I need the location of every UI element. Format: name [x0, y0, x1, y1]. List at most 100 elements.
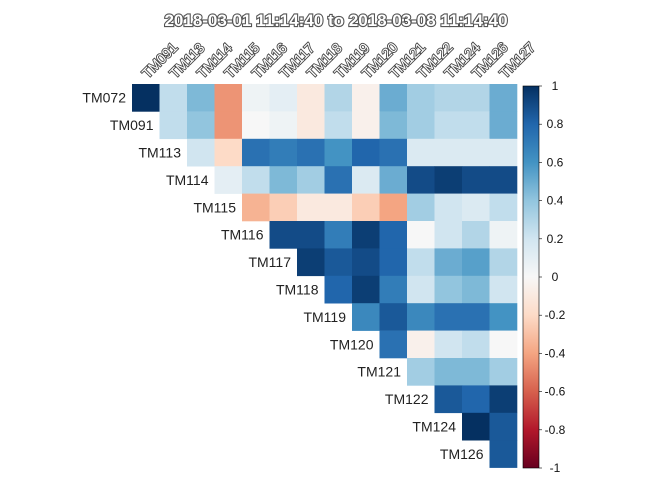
heatmap-cell — [214, 138, 243, 167]
heatmap-cell — [434, 330, 463, 359]
heatmap-cell — [297, 193, 325, 222]
row-label: TM119 — [303, 309, 346, 325]
heatmap-cell — [462, 330, 490, 359]
heatmap-cell — [462, 221, 490, 249]
heatmap-cell — [379, 248, 408, 277]
heatmap-cell — [462, 138, 490, 167]
heatmap-cell — [242, 193, 270, 222]
heatmap-cell — [297, 111, 325, 140]
row-label: TM072 — [82, 90, 126, 106]
heatmap-cell — [434, 111, 463, 140]
heatmap-cell — [379, 275, 408, 304]
color-legend-tick-label: -0.4 — [545, 346, 566, 360]
row-label: TM114 — [166, 172, 209, 188]
heatmap-cell — [352, 111, 380, 140]
heatmap-cell — [379, 221, 408, 249]
heatmap-cell — [297, 221, 325, 249]
row-label: TM115 — [193, 199, 236, 215]
heatmap-cell — [462, 385, 490, 414]
heatmap-cell — [462, 412, 490, 441]
heatmap-cell — [434, 303, 463, 331]
heatmap-cell — [489, 358, 518, 386]
heatmap-cell — [352, 221, 380, 249]
color-legend-tick-label: 0.8 — [547, 117, 564, 131]
heatmap-cell — [407, 221, 435, 249]
chart-title: 2018-03-01 11:14:40 to 2018-03-08 11:14:… — [164, 11, 507, 30]
row-label: TM118 — [276, 282, 319, 298]
heatmap-cell — [214, 111, 243, 140]
color-legend-tick-label: 0.2 — [547, 232, 564, 246]
color-legend-tick-label: 0.4 — [547, 194, 564, 208]
heatmap-cell — [462, 248, 490, 277]
heatmap-cell — [269, 111, 298, 140]
heatmap-cell — [379, 84, 408, 112]
heatmap-cell — [297, 248, 325, 277]
heatmap-cell — [489, 84, 518, 112]
heatmap-cells — [132, 84, 518, 468]
heatmap-cell — [269, 138, 298, 167]
color-legend-tick-label: 0 — [552, 270, 559, 284]
heatmap-cell — [214, 166, 243, 194]
heatmap-cell — [407, 303, 435, 331]
heatmap-cell — [407, 84, 435, 112]
heatmap-cell — [352, 193, 380, 222]
heatmap-cell — [242, 84, 270, 112]
heatmap-cell — [434, 358, 463, 386]
heatmap-cell — [269, 84, 298, 112]
heatmap-cell — [352, 138, 380, 167]
heatmap-cell — [297, 166, 325, 194]
heatmap-cell — [462, 111, 490, 140]
heatmap-cell — [434, 138, 463, 167]
heatmap-cell — [407, 358, 435, 386]
color-legend-ticks: 1 0.8 0.6 0.4 0.2 0 -0.2 -0.4 -0.6 -0.8 -1 — [539, 79, 566, 475]
heatmap-cell — [379, 330, 408, 359]
heatmap-cell — [489, 138, 518, 167]
heatmap-cell — [269, 166, 298, 194]
heatmap-cell — [187, 84, 215, 112]
row-label: TM121 — [357, 364, 401, 380]
heatmap-cell — [269, 221, 298, 249]
heatmap-cell — [489, 275, 518, 304]
heatmap-cell — [407, 275, 435, 304]
heatmap-cell — [324, 166, 353, 194]
heatmap-cell — [462, 275, 490, 304]
color-legend-tick-label: -0.6 — [545, 385, 566, 399]
heatmap-cell — [324, 275, 353, 304]
color-legend-tick-label: 0.6 — [547, 155, 564, 169]
heatmap-cell — [489, 303, 518, 331]
heatmap-cell — [324, 84, 353, 112]
heatmap-cell — [407, 138, 435, 167]
heatmap-cell — [132, 84, 160, 112]
heatmap-cell — [352, 166, 380, 194]
heatmap-cell — [297, 138, 325, 167]
column-labels: TM091TM113TM114TM115TM116TM117TM118TM119… — [138, 38, 540, 82]
color-legend: 1 0.8 0.6 0.4 0.2 0 -0.2 -0.4 -0.6 -0.8 -1 — [522, 79, 566, 475]
heatmap-cell — [187, 111, 215, 140]
heatmap-cell — [462, 358, 490, 386]
color-legend-bar — [522, 85, 540, 469]
heatmap-cell — [407, 166, 435, 194]
heatmap-cell — [407, 330, 435, 359]
heatmap-cell — [242, 111, 270, 140]
heatmap-cell — [462, 84, 490, 112]
heatmap-cell — [379, 138, 408, 167]
heatmap-cell — [434, 166, 463, 194]
color-legend-tick-label: -0.8 — [545, 423, 566, 437]
color-legend-tick-label: -1 — [550, 461, 561, 475]
heatmap-cell — [379, 303, 408, 331]
row-label: TM120 — [330, 336, 374, 352]
heatmap-cell — [269, 193, 298, 222]
row-label: TM117 — [248, 254, 291, 270]
heatmap-cell — [352, 84, 380, 112]
heatmap-cell — [434, 248, 463, 277]
heatmap-cell — [489, 248, 518, 277]
row-label: TM091 — [110, 117, 154, 133]
heatmap-cell — [407, 248, 435, 277]
heatmap-cell — [352, 303, 380, 331]
heatmap-cell — [462, 303, 490, 331]
heatmap-cell — [489, 193, 518, 222]
heatmap-cell — [489, 385, 518, 414]
heatmap-cell — [324, 248, 353, 277]
heatmap-cell — [352, 275, 380, 304]
